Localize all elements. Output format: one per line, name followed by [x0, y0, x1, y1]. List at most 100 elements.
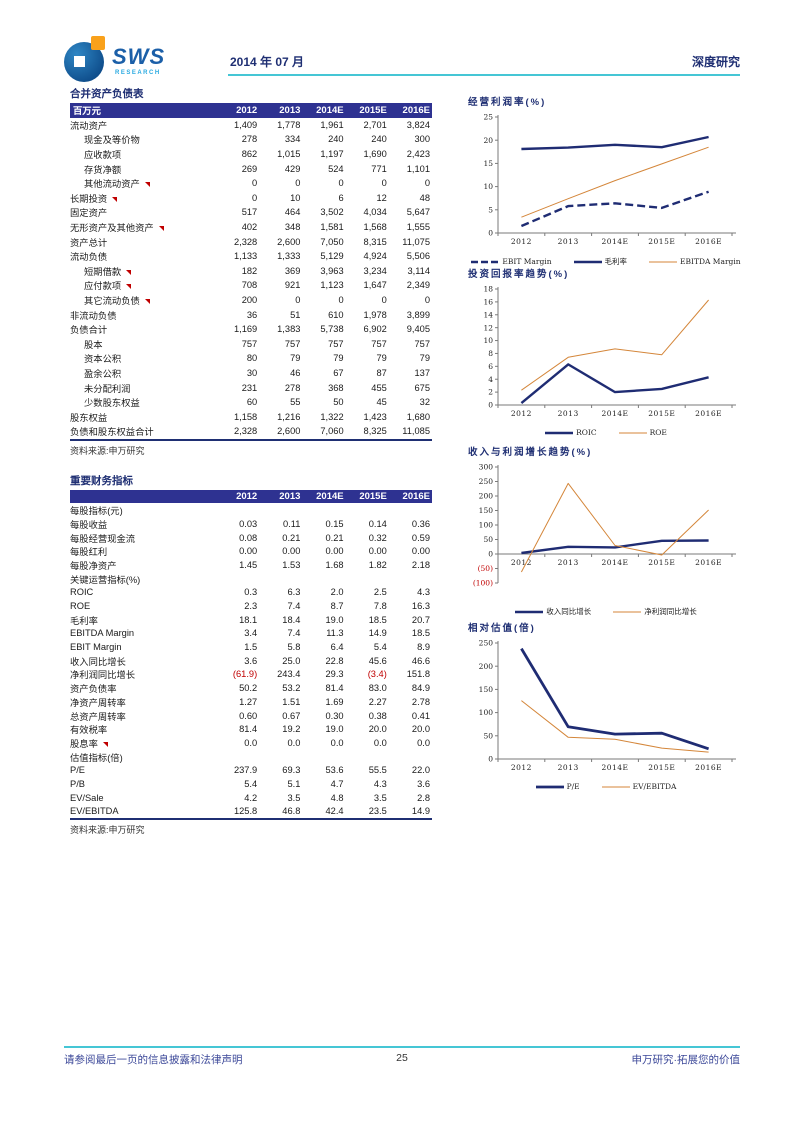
cell-value: 2,600: [277, 426, 301, 437]
cell-value: 0.0: [287, 737, 301, 748]
cell-value: 757: [414, 338, 431, 349]
row-label: EBITDA Margin: [70, 628, 135, 639]
row-label: 短期借款: [70, 264, 216, 278]
cell-value: 5,129: [320, 251, 344, 262]
cell-value: 5.4: [373, 642, 387, 653]
cell-value: 0.15: [325, 518, 344, 529]
cell-value: 429: [284, 163, 301, 174]
table-unit-label: 百万元: [73, 106, 101, 117]
y-tick-label: 100: [479, 708, 494, 717]
cell-value: 20.7: [411, 614, 431, 625]
table-row: 短期借款 182 369 3,963 3,234 3,114: [70, 264, 432, 279]
y-tick-label: 4: [488, 375, 493, 384]
comment-marker-icon: [158, 226, 164, 232]
legend-line-icon: [573, 260, 602, 263]
y-tick-label: 0: [488, 401, 493, 410]
chart-title: 投资回报率趋势(%): [468, 269, 570, 280]
balance-sheet-title: 合并资产负债表: [70, 88, 144, 100]
cell-value: 0.00: [282, 546, 301, 557]
row-label: 应收款项: [84, 150, 122, 161]
report-type: 深度研究: [691, 55, 740, 69]
cell-value: 45: [376, 397, 387, 408]
cell-value: 0.03: [239, 518, 258, 529]
column-header: 2015E: [359, 491, 387, 502]
cell-value: 231: [241, 382, 258, 393]
cell-value: 771: [371, 163, 387, 174]
x-tick-label: 2015E: [648, 558, 675, 567]
column-header: 2016E: [402, 491, 431, 502]
cell-value: 20.0: [368, 724, 387, 735]
table-row: EBIT Margin 1.5 5.8 6.4 5.4 8.9: [70, 640, 432, 654]
y-tick-label: 15: [483, 159, 493, 168]
logo-text: SWS: [112, 44, 166, 69]
legend-line-icon: [515, 610, 544, 613]
cell-value: 0.59: [411, 532, 431, 543]
cell-value: 81.4: [325, 683, 344, 694]
row-label: 资产负债率: [70, 684, 117, 695]
cell-value: 0.67: [282, 710, 301, 721]
legend-label: ROE: [649, 428, 667, 437]
cell-value: 2,600: [277, 236, 301, 247]
cell-value: 1,555: [406, 222, 431, 233]
cell-value: 83.0: [368, 683, 387, 694]
cell-value: 45.6: [368, 655, 387, 666]
cell-value: 1,015: [277, 149, 301, 160]
cell-value: 2.8: [417, 792, 431, 803]
cell-value: 46.6: [411, 655, 431, 666]
chart-title: 经营利润率(%): [468, 97, 547, 108]
cell-value: 1,383: [277, 324, 301, 335]
row-label: 收入同比增长: [70, 656, 126, 667]
cell-value: 708: [241, 280, 258, 291]
chart-legend: ROIC ROE: [468, 428, 744, 437]
column-header: 2015E: [359, 104, 387, 116]
cell-value: 7.8: [373, 601, 387, 611]
legend-label: EV/EBITDA: [632, 782, 677, 791]
cell-value: 22.0: [411, 765, 431, 776]
cell-value: 464: [284, 207, 301, 218]
table-row: EV/Sale 4.2 3.5 4.8 3.5 2.8: [70, 791, 432, 805]
cell-value: 0.32: [368, 532, 387, 543]
table-row: 每股收益 0.03 0.11 0.15 0.14 0.36: [70, 517, 432, 531]
cell-value: 7.4: [287, 628, 301, 639]
cell-value: 14.9: [368, 628, 387, 639]
cell-value: 84.9: [411, 683, 431, 694]
chart-return-trend: 投资回报率趋势(%) 0 2 4 6 8 10 12 14 16 18 2012 2013 2014E 20…: [468, 266, 744, 437]
y-tick-label: (100): [473, 579, 493, 588]
cell-value: 12: [376, 192, 387, 203]
row-label: 净资产周转率: [70, 697, 126, 708]
cell-value: 1,581: [320, 222, 344, 233]
legend-line-icon: [613, 611, 642, 612]
table-row: 估值指标(倍): [70, 750, 432, 764]
cell-value: 9,405: [406, 324, 431, 335]
cell-value: 42.4: [325, 806, 344, 817]
cell-value: 0.00: [411, 546, 431, 557]
cell-value: 0.0: [373, 737, 387, 748]
column-header: 2013: [279, 491, 301, 502]
legend-label: ROIC: [576, 428, 597, 437]
cell-value: 1.82: [368, 559, 387, 570]
cell-value: 4,924: [363, 251, 387, 262]
column-header: 2012: [236, 104, 258, 116]
comment-marker-icon: [144, 299, 150, 305]
page-number: 25: [396, 1052, 408, 1064]
cell-value: 1.5: [244, 642, 258, 653]
cell-value: 3.6: [417, 778, 431, 789]
cell-value: 14.9: [411, 806, 431, 817]
cell-value: 0.30: [325, 710, 344, 721]
x-tick-label: 2015E: [648, 763, 675, 772]
cell-value: 1,680: [406, 411, 431, 422]
cell-value: 81.4: [239, 724, 258, 735]
table-row: 流动资产 1,409 1,778 1,961 2,701 3,824: [70, 118, 432, 133]
cell-value: 2,423: [406, 149, 431, 160]
x-tick-label: 2014E: [601, 558, 628, 567]
brand-slogan: 申万研究·拓展您的价值: [631, 1054, 741, 1066]
table-row: 有效税率 81.4 19.2 19.0 20.0 20.0: [70, 722, 432, 736]
cell-value: 3.4: [244, 628, 258, 639]
cell-value: 2,349: [406, 280, 431, 291]
column-header: 2016E: [402, 104, 431, 116]
cell-value: 368: [328, 382, 344, 393]
row-label: 净利润同比增长: [70, 670, 136, 681]
comment-marker-icon: [102, 741, 108, 747]
cell-value: 19.0: [325, 724, 344, 735]
cell-value: 3,114: [407, 265, 431, 276]
